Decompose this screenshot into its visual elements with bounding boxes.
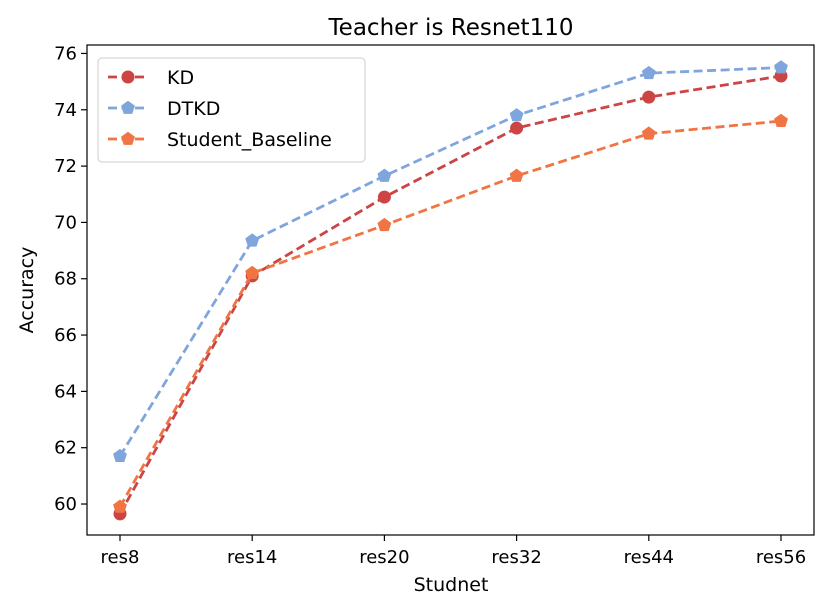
series-student-baseline [113,113,788,513]
plot-frame [86,44,815,536]
data-point [377,168,392,182]
data-point [245,265,260,280]
y-tick-label: 64 [54,381,77,402]
x-tick-label: res14 [227,547,277,568]
series-dtkd [113,60,788,463]
legend-label: Student_Baseline [167,129,332,151]
data-point [641,126,656,140]
legend-label: KD [167,67,194,89]
data-point [641,65,656,80]
series-line [118,119,782,508]
data-point [377,190,391,204]
legend-item: Student_Baseline [108,129,332,151]
y-tick-label: 70 [54,212,77,233]
y-tick-label: 62 [54,438,77,459]
data-point [509,168,524,182]
x-tick-label: res32 [491,547,541,568]
x-tick-label: res8 [101,547,140,568]
data-point [774,60,788,74]
chart-title: Teacher is Resnet110 [328,15,574,41]
data-point [113,499,127,513]
legend-box [97,57,366,163]
series-layer [113,60,788,521]
legend-marker [121,131,135,145]
x-tick-label: res20 [359,547,409,568]
legend: KD DTKD Student_Baseline [97,57,366,163]
legend-item: KD [108,67,194,89]
data-point [509,108,524,122]
series-line [118,66,782,457]
y-tick-label: 76 [54,43,77,64]
legend-marker [121,100,135,114]
legend-marker [121,70,135,84]
y-tick-label: 72 [54,156,77,177]
x-axis-label: Studnet [414,574,489,596]
y-tick-label: 60 [54,494,77,515]
x-axis: res8 res14 res20 res32 res44 res56 [101,535,806,568]
x-tick-label: res56 [756,547,806,568]
data-point [510,121,524,135]
legend-item: DTKD [108,98,220,120]
y-tick-label: 74 [54,100,77,121]
series-line [118,74,782,515]
data-point [377,217,392,232]
y-axis: 60 62 64 66 68 70 72 74 76 [54,43,87,515]
x-tick-label: res44 [624,547,674,568]
data-point [245,233,260,247]
data-point [774,113,788,127]
y-tick-label: 68 [54,269,77,290]
data-point [113,448,127,463]
legend-label: DTKD [167,98,220,120]
y-tick-label: 66 [54,325,77,346]
data-point [642,90,656,104]
y-axis-label: Accuracy [16,247,38,334]
